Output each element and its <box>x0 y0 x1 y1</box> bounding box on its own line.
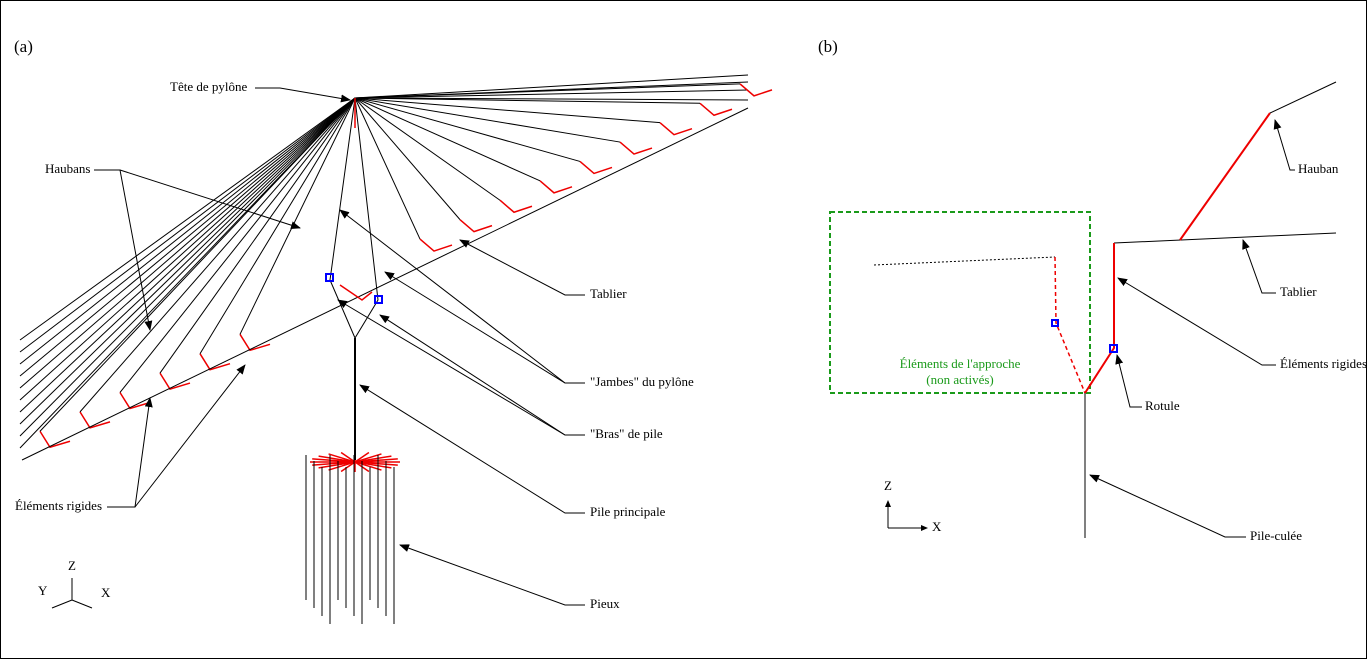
leader <box>120 170 300 228</box>
cable <box>120 98 355 392</box>
axes-arrows <box>885 500 928 531</box>
hinge <box>1052 320 1058 326</box>
box-label: Éléments de l'approche <box>900 356 1021 371</box>
leader <box>1118 278 1276 365</box>
leader <box>1117 355 1142 407</box>
rigid <box>580 161 612 173</box>
panel-a: (a) Tête de pylône Haubans Éléments rigi… <box>14 37 772 624</box>
label: Éléments rigides <box>1280 356 1367 371</box>
axis-label: X <box>101 585 111 600</box>
approach-rigid <box>1055 257 1085 393</box>
label: Pieux <box>590 596 620 611</box>
cable <box>20 98 355 364</box>
cable <box>20 98 355 424</box>
cable <box>355 98 420 239</box>
cable <box>20 98 355 388</box>
axis-label: Y <box>38 583 48 598</box>
leader <box>135 365 245 507</box>
figure: (a) Tête de pylône Haubans Éléments rigi… <box>0 0 1367 659</box>
cable <box>355 75 748 98</box>
cable <box>40 98 355 431</box>
leader <box>107 398 150 507</box>
label: Tête de pylône <box>170 79 247 94</box>
box-label: (non activés) <box>926 372 994 387</box>
axes <box>52 578 92 608</box>
leader <box>460 240 585 295</box>
cable <box>20 98 355 436</box>
leader <box>400 545 585 605</box>
label: Éléments rigides <box>15 498 102 513</box>
cable <box>20 98 355 340</box>
rigid <box>540 181 572 193</box>
axis-label: X <box>932 519 942 534</box>
label: "Bras" de pile <box>590 426 663 441</box>
leader <box>255 88 350 100</box>
panel-label: (a) <box>14 37 33 56</box>
cable <box>1270 82 1336 113</box>
deck <box>1114 233 1336 243</box>
hinge <box>375 296 382 303</box>
cable <box>20 98 355 400</box>
label: Rotule <box>1145 398 1180 413</box>
leader <box>1275 120 1295 170</box>
leader <box>1090 475 1246 537</box>
panel-label: (b) <box>818 37 838 56</box>
panel-b: (b) Éléments de l'approche (non activés)… <box>818 37 1367 543</box>
cable <box>355 98 460 220</box>
rigid <box>620 142 652 154</box>
label: "Jambes" du pylône <box>590 374 694 389</box>
leader <box>380 315 565 435</box>
rigid <box>660 123 692 135</box>
axes <box>888 505 922 528</box>
rigid <box>460 220 492 232</box>
label: Pile principale <box>590 504 666 519</box>
axis-label: Z <box>884 478 892 493</box>
hinge <box>326 274 333 281</box>
cable <box>20 98 355 352</box>
label: Tablier <box>1280 284 1317 299</box>
cable <box>20 98 355 412</box>
label: Tablier <box>590 286 627 301</box>
leader <box>385 272 565 383</box>
rigid <box>420 239 452 251</box>
label: Haubans <box>45 161 91 176</box>
approach-deck <box>874 257 1055 265</box>
label: Pile-culée <box>1250 528 1302 543</box>
cable <box>355 98 500 200</box>
label: Hauban <box>1298 161 1339 176</box>
rigid <box>500 200 532 212</box>
rigid <box>340 98 372 300</box>
axis-label: Z <box>68 558 76 573</box>
leader <box>1243 240 1276 293</box>
rigid <box>700 103 732 115</box>
